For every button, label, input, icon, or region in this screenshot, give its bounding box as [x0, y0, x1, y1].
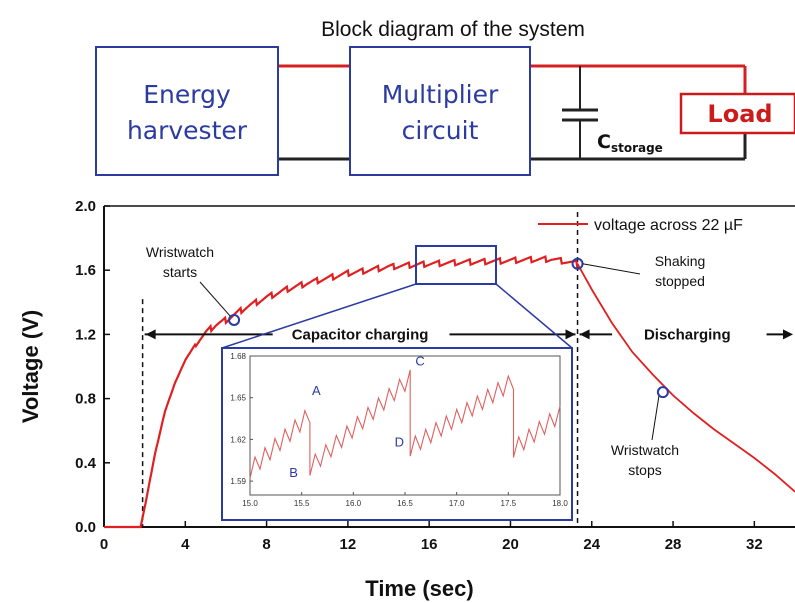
y-tick-label: 1.6: [75, 262, 96, 279]
wires: [278, 64, 747, 161]
discharge-curve: [576, 263, 795, 493]
multiplier-label-1: Multiplier: [382, 80, 499, 109]
y-tick-label: 1.2: [75, 326, 96, 343]
energy-harvester-label-2: harvester: [127, 116, 248, 145]
charging-arrowhead-left: [145, 329, 156, 340]
inset-x-tick-label: 17.0: [449, 499, 465, 508]
inset-label-b: B: [289, 465, 298, 480]
load-box: [679, 92, 795, 135]
x-tick-label: 28: [665, 536, 682, 553]
charging-arrowhead-right: [565, 329, 576, 340]
charging-label: Capacitor charging: [292, 326, 429, 343]
y-tick-label: 0.0: [75, 519, 96, 536]
inset-x-tick-label: 18.0: [552, 499, 568, 508]
inset-x-tick-label: 17.5: [501, 499, 517, 508]
energy-harvester-label-1: Energy: [143, 80, 231, 109]
zoom-connector-right: [495, 283, 573, 349]
annotation-wristwatch-starts-1: Wristwatch: [146, 244, 214, 260]
pointer-wristwatch-starts: [199, 281, 231, 317]
inset-x-tick-label: 15.0: [242, 499, 258, 508]
discharging-arrowhead-right: [783, 329, 793, 340]
inset-y-tick-label: 1.62: [230, 435, 246, 444]
inset-y-tick-label: 1.68: [230, 352, 246, 361]
x-tick-label: 4: [181, 536, 190, 553]
x-tick-label: 20: [502, 536, 519, 553]
x-tick-label: 32: [746, 536, 763, 553]
inset-label-d: D: [395, 434, 404, 449]
x-tick-label: 24: [583, 536, 600, 553]
inset-x-tick-label: 16.5: [397, 499, 413, 508]
x-tick-label: 16: [421, 536, 438, 553]
energy-harvester-box: [95, 46, 279, 176]
x-tick-label: 0: [100, 536, 108, 553]
y-tick-label: 0.8: [75, 391, 96, 408]
inset-waveform: [249, 369, 561, 479]
zoom-connector-left: [221, 283, 417, 349]
capacitor-label: Cstorage: [597, 131, 663, 155]
x-axis-title: Time (sec): [365, 576, 473, 601]
annotation-shaking-stopped-2: stopped: [655, 273, 705, 289]
annotation-wristwatch-stops-1: Wristwatch: [611, 442, 679, 458]
inset-y-tick-label: 1.65: [230, 394, 246, 403]
y-tick-label: 0.4: [75, 455, 97, 472]
annotation-shaking-stopped-1: Shaking: [655, 253, 706, 269]
marker-wristwatch-starts: [228, 313, 241, 326]
inset-y-tick-label: 1.59: [230, 477, 246, 486]
inset-x-tick-label: 16.0: [346, 499, 362, 508]
marker-wristwatch-stops: [656, 386, 669, 399]
pointer-shaking-stopped: [582, 263, 641, 275]
zoom-box: [415, 245, 497, 285]
chart: 0.0 0.4 0.8 1.2 1.6 2.0 0 4 8 12 16 20 24 28 32 Time (s…: [18, 198, 795, 601]
y-axis-title: Voltage (V): [18, 310, 43, 423]
inset-label-c: C: [415, 354, 424, 369]
discharging-label: Discharging: [644, 326, 731, 343]
charging-curve: [104, 255, 579, 529]
inset-label-a: A: [312, 383, 321, 398]
y-tick-label: 2.0: [75, 198, 96, 215]
legend-label: voltage across 22 µF: [594, 217, 743, 234]
x-tick-label: 12: [340, 536, 357, 553]
pointer-wristwatch-stops: [651, 396, 660, 441]
multiplier-circuit-box: [349, 46, 531, 176]
load-label: Load: [707, 100, 772, 128]
annotation-wristwatch-starts-2: starts: [163, 264, 197, 280]
annotation-wristwatch-stops-2: stops: [628, 462, 661, 478]
diagram-title: Block diagram of the system: [321, 18, 585, 41]
x-tick-label: 8: [262, 536, 270, 553]
multiplier-label-2: circuit: [402, 116, 479, 145]
inset-x-tick-label: 15.5: [294, 499, 310, 508]
